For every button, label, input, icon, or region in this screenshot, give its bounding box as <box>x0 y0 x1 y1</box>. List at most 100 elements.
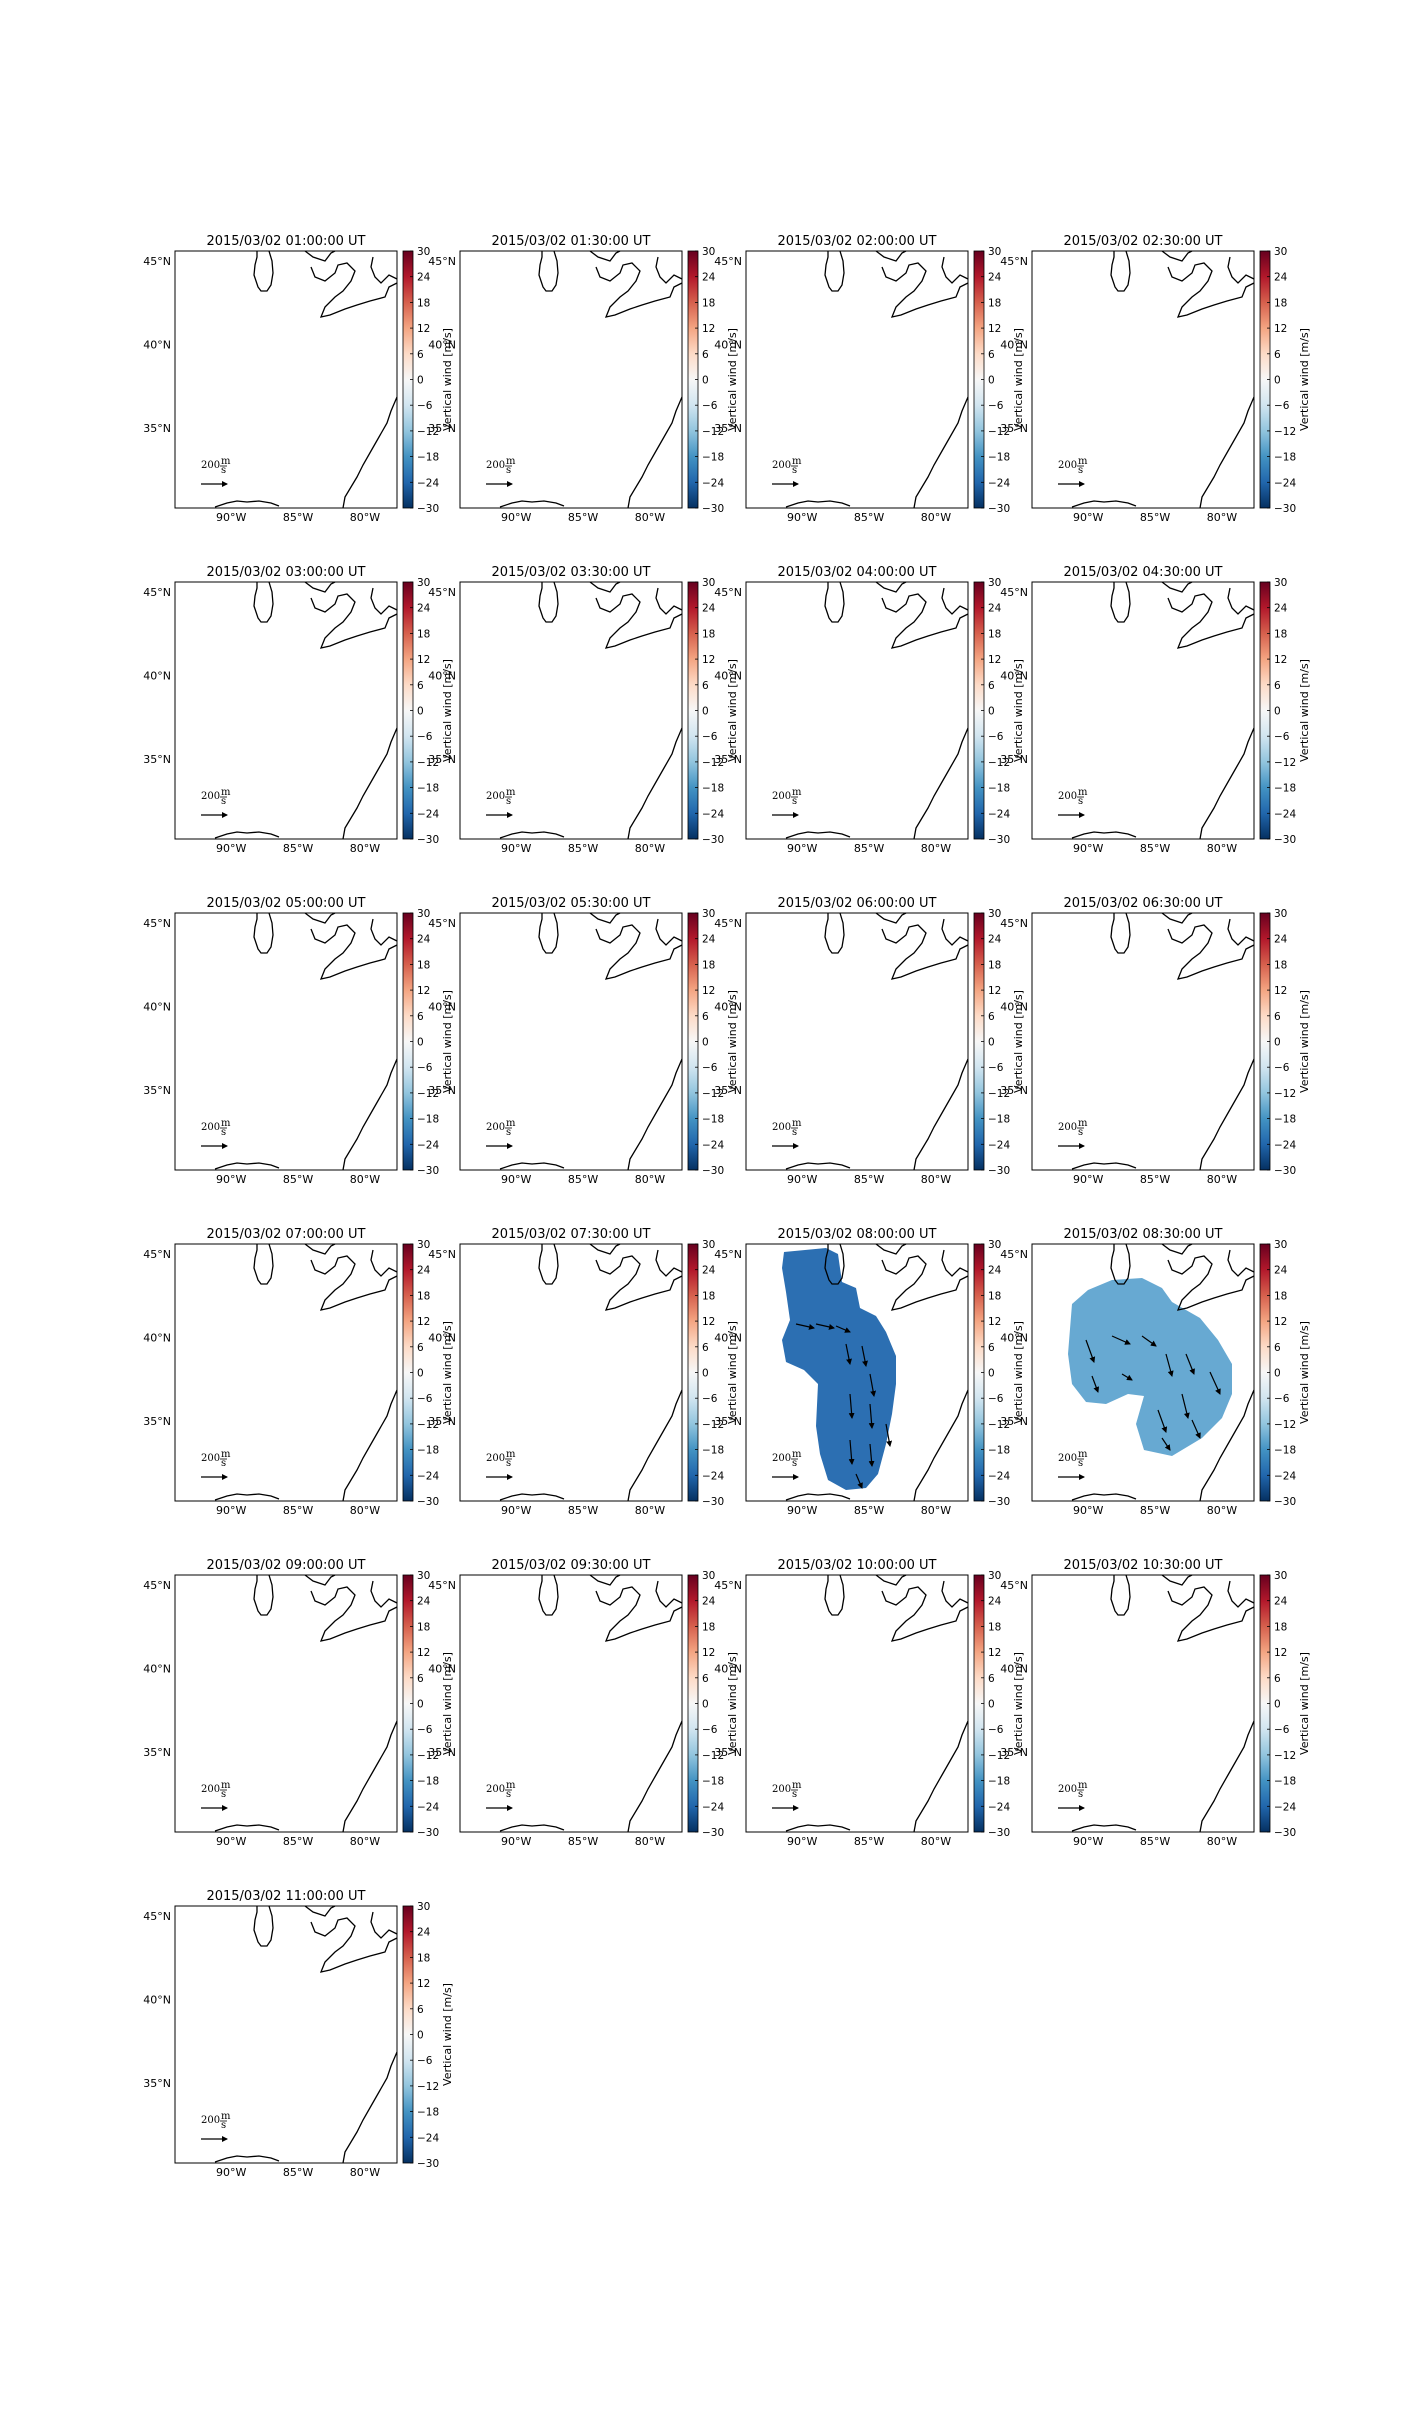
colorbar-tick-label: 6 <box>702 1342 709 1354</box>
colorbar-tick-label: −30 <box>1274 834 1296 846</box>
coastline <box>627 396 683 509</box>
lon-tick-label: 80°W <box>350 2166 380 2179</box>
coastline <box>499 831 565 839</box>
colorbar-tick-label: −30 <box>988 1827 1010 1839</box>
map-frame <box>174 250 398 509</box>
colorbar-tick-label: −30 <box>702 834 724 846</box>
lon-tick-label: 80°W <box>921 1835 951 1848</box>
map-frame <box>459 250 683 509</box>
coastline <box>941 587 969 615</box>
colorbar: 30 24 18 12 6 0 −6 −12 −18 −24 −30 Vertical wind [m… <box>687 908 739 1177</box>
coastline <box>253 581 274 623</box>
colorbar-tick-label: −12 <box>702 426 724 438</box>
colorbar-tick-label: 12 <box>702 654 715 666</box>
colorbar-tick-label: 6 <box>702 1011 709 1023</box>
colorbar-label: Vertical wind [m/s] <box>726 1321 739 1424</box>
coastline <box>342 727 398 840</box>
reference-vector: 200 ms <box>772 1780 802 1811</box>
colorbar-tick-label: −6 <box>702 1724 718 1736</box>
colorbar-tick-label: −24 <box>702 477 724 489</box>
coastline <box>589 912 621 924</box>
coastline <box>913 1720 969 1833</box>
lon-tick-label: 85°W <box>1140 1835 1170 1848</box>
wind-vector <box>1191 1419 1201 1439</box>
lon-tick-label: 85°W <box>283 1504 313 1517</box>
colorbar-tick-label: 12 <box>417 1978 430 1990</box>
map-frame <box>1031 581 1255 840</box>
wind-vector <box>848 1393 855 1419</box>
reference-vector-unit-bottom: s <box>506 1789 511 1800</box>
colorbar-tick-label: −18 <box>1274 1776 1296 1788</box>
colorbar-tick-label: 24 <box>1274 1265 1288 1277</box>
lon-tick-label: 80°W <box>350 842 380 855</box>
lat-tick-label: 35°N <box>143 422 171 435</box>
lat-tick-label: 45°N <box>714 255 742 268</box>
colorbar-tick-label: 12 <box>1274 1316 1287 1328</box>
map-frame <box>745 912 969 1171</box>
coastline <box>310 262 398 318</box>
coastline <box>785 831 851 839</box>
reference-vector-unit-top: m <box>792 1118 802 1129</box>
lat-tick-label: 45°N <box>428 1579 456 1592</box>
colorbar-label: Vertical wind [m/s] <box>1298 1321 1311 1424</box>
colorbar-tick-label: −12 <box>1274 1088 1296 1100</box>
map-panel: 2015/03/02 04:00:00 UT 45°N 40°N 35°N 90°W 85… <box>714 565 1025 855</box>
reference-vector-unit-bottom: s <box>221 1127 226 1138</box>
colorbar-tick-label: 0 <box>702 1368 709 1380</box>
reference-vector-unit-top: m <box>792 787 802 798</box>
lat-tick-label: 40°N <box>714 1000 742 1013</box>
lat-tick-label: 35°N <box>143 2077 171 2090</box>
reference-vector: 200 ms <box>486 787 516 818</box>
reference-vector: 200 ms <box>201 787 231 818</box>
panel-title: 2015/03/02 08:30:00 UT <box>1063 1227 1222 1242</box>
wind-vector <box>1111 1335 1131 1345</box>
lat-tick-label: 45°N <box>428 917 456 930</box>
colorbar-tick-label: −12 <box>417 426 439 438</box>
coastline <box>941 1249 969 1277</box>
lon-tick-label: 80°W <box>350 1835 380 1848</box>
map-frame <box>1031 250 1255 509</box>
reference-vector-unit-top: m <box>1078 1780 1088 1791</box>
lon-tick-label: 85°W <box>568 1504 598 1517</box>
coastline <box>1161 1574 1193 1586</box>
colorbar-tick-label: 30 <box>988 1239 1001 1251</box>
map-panel: 2015/03/02 04:30:00 UT 45°N 40°N 35°N 90°W 85… <box>1000 565 1311 855</box>
reference-vector: 200 ms <box>772 1449 802 1480</box>
colorbar-tick-label: −30 <box>988 1165 1010 1177</box>
coastline <box>310 593 398 649</box>
colorbar-tick-label: 0 <box>1274 1037 1281 1049</box>
colorbar-tick-label: −18 <box>988 1776 1010 1788</box>
reference-vector-unit-top: m <box>506 456 516 467</box>
colorbar-tick-label: −30 <box>702 503 724 515</box>
coastline <box>1161 912 1193 924</box>
reference-vector-value: 200 <box>201 2115 220 2126</box>
coastline <box>1227 1580 1255 1608</box>
panel-title: 2015/03/02 01:30:00 UT <box>491 234 650 249</box>
lat-tick-label: 40°N <box>143 338 171 351</box>
map-panel: 2015/03/02 06:30:00 UT 45°N 40°N 35°N 90°W 85… <box>1000 896 1311 1186</box>
colorbar-tick-label: 30 <box>1274 246 1287 258</box>
reference-vector-unit-top: m <box>221 2111 231 2122</box>
colorbar-tick-label: 12 <box>417 654 430 666</box>
lon-tick-label: 90°W <box>1073 1504 1103 1517</box>
colorbar-label: Vertical wind [m/s] <box>1012 659 1025 762</box>
wind-vector <box>869 1373 877 1397</box>
coastline <box>1199 727 1255 840</box>
colorbar-tick-label: 30 <box>988 908 1001 920</box>
coastline <box>913 1389 969 1502</box>
map-panel: 2015/03/02 07:30:00 UT 45°N 40°N 35°N 90°W 85… <box>428 1227 739 1517</box>
coastline <box>1110 581 1131 623</box>
lon-tick-label: 90°W <box>501 511 531 524</box>
colorbar-tick-label: 6 <box>1274 1342 1281 1354</box>
coastline <box>1110 1574 1131 1616</box>
colorbar-tick-label: −18 <box>417 1776 439 1788</box>
wind-vector <box>1209 1371 1221 1395</box>
colorbar-label: Vertical wind [m/s] <box>441 990 454 1093</box>
colorbar-tick-label: −6 <box>417 1062 433 1074</box>
coastline <box>785 1824 851 1832</box>
reference-vector-unit-top: m <box>1078 456 1088 467</box>
colorbar-tick-label: 6 <box>417 1673 424 1685</box>
coastline <box>253 250 274 292</box>
map-frame <box>1031 912 1255 1171</box>
coastline <box>1071 500 1137 508</box>
